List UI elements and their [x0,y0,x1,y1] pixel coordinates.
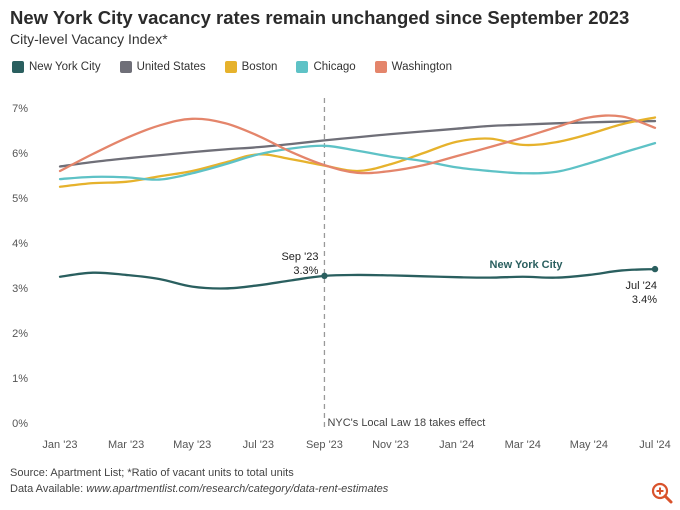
nyc-start-value-label: 3.3% [293,265,318,277]
legend-item-boston[interactable]: Boston [224,61,278,73]
nyc-series-label: New York City [490,259,564,271]
x-tick-label: Nov '23 [372,439,409,451]
page-title: New York City vacancy rates remain uncha… [10,7,630,28]
y-tick-label: 6% [12,148,28,160]
legend-label-boston: Boston [241,61,278,73]
y-tick-label: 0% [12,418,28,430]
x-axis: Jan '23 Mar '23 May '23 Jul '23 Sep '23 Nov '… [42,439,670,451]
data-available-note: Data Available: www.apartmentlist.com/re… [10,483,388,495]
y-axis: 0% 1% 2% 3% 4% 5% 6% 7% [12,103,28,430]
annotation-layer: NYC's Local Law 18 takes effect [323,98,485,430]
x-tick-label: Sep '23 [306,439,343,451]
page-subtitle: City-level Vacancy Index* [10,31,168,47]
legend-swatch-chicago [296,61,309,73]
x-tick-label: Mar '23 [108,439,144,451]
legend-item-new-york-city[interactable]: New York City [12,61,101,73]
data-available-prefix: Data Available: [10,483,87,495]
x-tick-label: Jan '24 [439,439,474,451]
series-layer [58,114,657,290]
nyc-start-date-label: Sep '23 [281,251,318,263]
series-line-chicago[interactable] [58,141,657,181]
label-layer: Sep '23 3.3% Jul '24 3.4% New York City [281,251,659,306]
nyc-end-date-label: Jul '24 [626,280,657,292]
legend-item-washington[interactable]: Washington [374,61,452,73]
series-line-boston[interactable] [58,116,657,188]
local-law-18-label: NYC's Local Law 18 takes effect [327,417,485,429]
legend-item-chicago[interactable]: Chicago [296,61,356,73]
legend-swatch-boston [224,61,237,73]
nyc-end-value-label: 3.4% [632,294,657,306]
legend-label-chicago: Chicago [313,61,356,73]
y-tick-label: 1% [12,373,28,385]
series-line-united-states[interactable] [58,119,657,168]
legend-label-united-states: United States [136,61,206,73]
nyc-point-jul-24[interactable] [651,265,659,273]
y-tick-label: 2% [12,328,28,340]
x-tick-label: May '23 [173,439,211,451]
y-tick-label: 7% [12,103,28,115]
legend-label-new-york-city: New York City [29,61,101,73]
x-tick-label: May '24 [570,439,608,451]
legend-item-united-states[interactable]: United States [119,61,206,73]
series-line-new-york-city[interactable] [58,267,657,290]
legend-swatch-new-york-city [12,61,24,73]
legend-label-washington: Washington [391,61,452,73]
source-note: Source: Apartment List; *Ratio of vacant… [10,467,294,479]
y-tick-label: 4% [12,238,28,250]
chart-legend: New York City United States Boston Chica… [12,61,471,73]
zoom-in-icon [651,482,673,504]
x-tick-label: Jul '24 [639,439,670,451]
y-tick-label: 3% [12,283,28,295]
y-tick-label: 5% [12,193,28,205]
x-tick-label: Mar '24 [505,439,541,451]
x-tick-label: Jan '23 [42,439,77,451]
data-available-link[interactable]: www.apartmentlist.com/research/category/… [86,483,389,495]
legend-swatch-united-states [119,61,132,73]
nyc-point-sep-23[interactable] [321,272,328,280]
x-tick-label: Jul '23 [243,439,274,451]
zoom-button[interactable] [650,481,674,505]
series-line-washington[interactable] [58,114,657,175]
legend-swatch-washington [374,61,387,73]
